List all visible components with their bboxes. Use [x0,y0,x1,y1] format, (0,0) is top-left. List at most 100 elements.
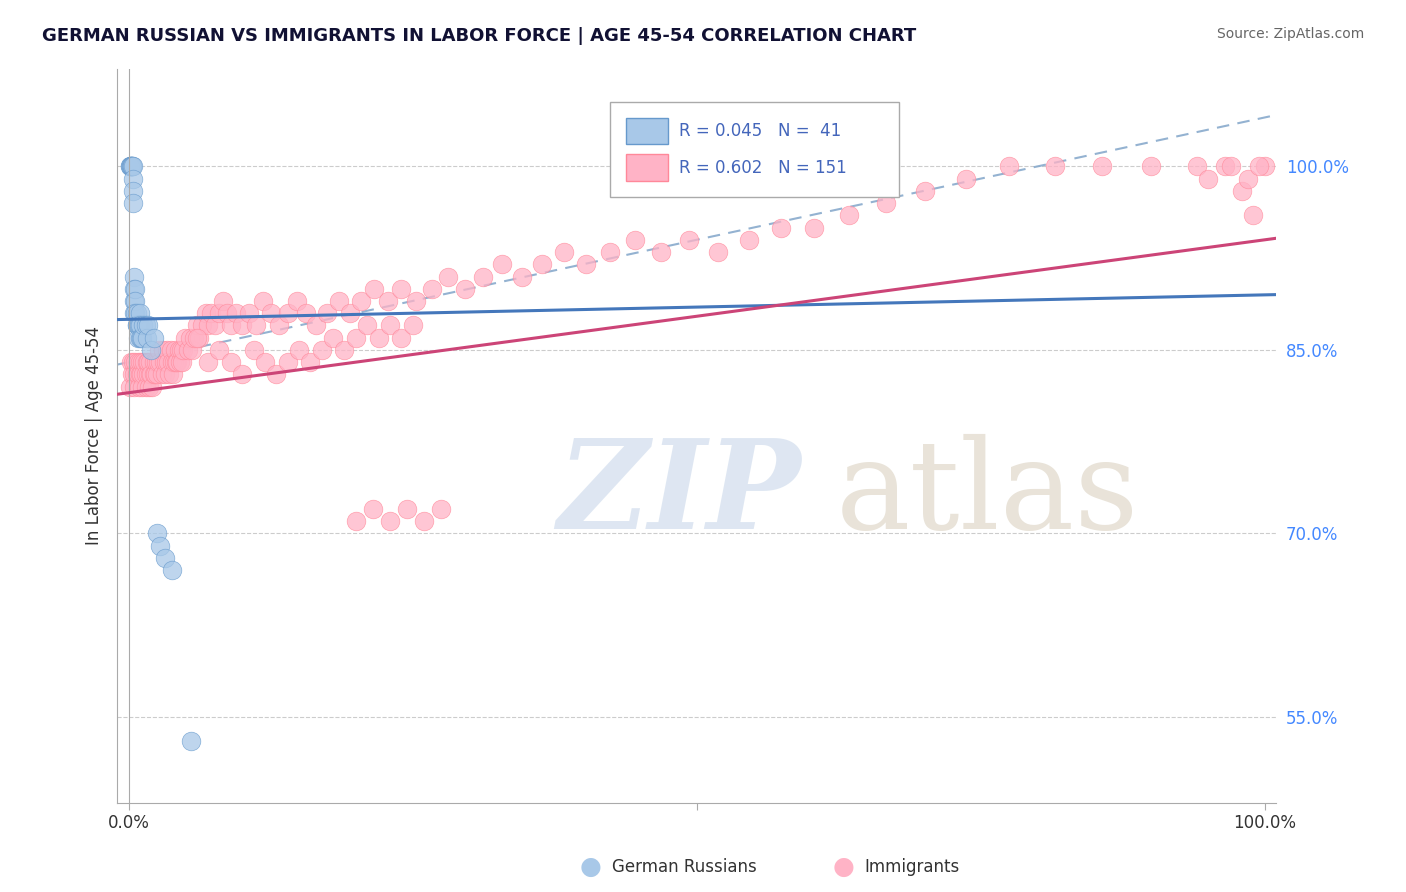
Point [143,368,166,382]
Point [125,318,148,333]
Point [377,293,399,308]
Point [1236,171,1258,186]
Point [127,368,149,382]
Point [231,368,253,382]
Point [157,355,180,369]
Point [186,331,208,345]
Point [245,318,267,333]
FancyBboxPatch shape [626,118,668,145]
Point [1197,171,1219,186]
Point [159,368,181,382]
Point [212,293,235,308]
Point [135,318,157,333]
Point [208,306,231,320]
Point [738,233,761,247]
Point [122,282,145,296]
Point [150,368,173,382]
Point [305,318,328,333]
Point [141,343,163,357]
Point [122,184,145,198]
Point [121,368,143,382]
Point [333,343,356,357]
Point [149,539,172,553]
Point [146,526,169,541]
Point [153,550,176,565]
Point [259,306,281,320]
Point [128,379,150,393]
Point [389,331,412,345]
Point [135,331,157,345]
Point [253,355,276,369]
Text: atlas: atlas [835,434,1139,555]
Point [288,343,311,357]
Point [191,318,214,333]
Point [122,269,145,284]
Point [707,245,730,260]
Point [122,355,145,369]
Point [129,368,152,382]
Text: ●: ● [579,855,602,879]
Point [122,368,145,382]
Point [127,331,149,345]
Point [389,282,412,296]
Point [127,355,149,369]
Point [575,257,598,271]
Point [294,306,316,320]
Point [264,368,287,382]
Point [120,160,142,174]
Text: Source: ZipAtlas.com: Source: ZipAtlas.com [1216,27,1364,41]
FancyBboxPatch shape [610,102,900,197]
Point [136,318,159,333]
Point [148,343,170,357]
Point [401,318,423,333]
Point [624,233,647,247]
Point [1213,160,1236,174]
Point [118,160,141,174]
Point [176,343,198,357]
Point [124,282,146,296]
Point [135,368,157,382]
Point [172,343,194,357]
Point [120,355,142,369]
Point [378,514,401,528]
Point [395,502,418,516]
Point [1043,160,1066,174]
Text: GERMAN RUSSIAN VS IMMIGRANTS IN LABOR FORCE | AGE 45-54 CORRELATION CHART: GERMAN RUSSIAN VS IMMIGRANTS IN LABOR FO… [42,27,917,45]
Point [363,282,385,296]
Point [136,368,159,382]
Point [1140,160,1163,174]
Point [146,368,169,382]
Point [299,355,322,369]
Point [179,331,201,345]
Point [165,343,187,357]
Point [339,306,361,320]
Point [678,233,700,247]
Point [122,306,145,320]
Point [138,379,160,393]
Point [231,318,253,333]
Point [155,355,177,369]
Point [186,318,208,333]
Point [125,368,148,382]
Point [160,355,183,369]
Point [129,331,152,345]
Point [350,293,373,308]
Point [225,306,247,320]
Point [135,379,157,393]
Point [553,245,575,260]
Point [141,368,163,382]
Point [405,293,427,308]
Point [998,160,1021,174]
Point [328,293,350,308]
Text: Immigrants: Immigrants [865,858,960,876]
Point [219,355,242,369]
Point [531,257,554,271]
Point [1091,160,1114,174]
Point [122,293,145,308]
Point [132,318,155,333]
Point [145,355,167,369]
Point [167,343,190,357]
Point [152,355,174,369]
Point [139,368,162,382]
Point [875,196,897,211]
